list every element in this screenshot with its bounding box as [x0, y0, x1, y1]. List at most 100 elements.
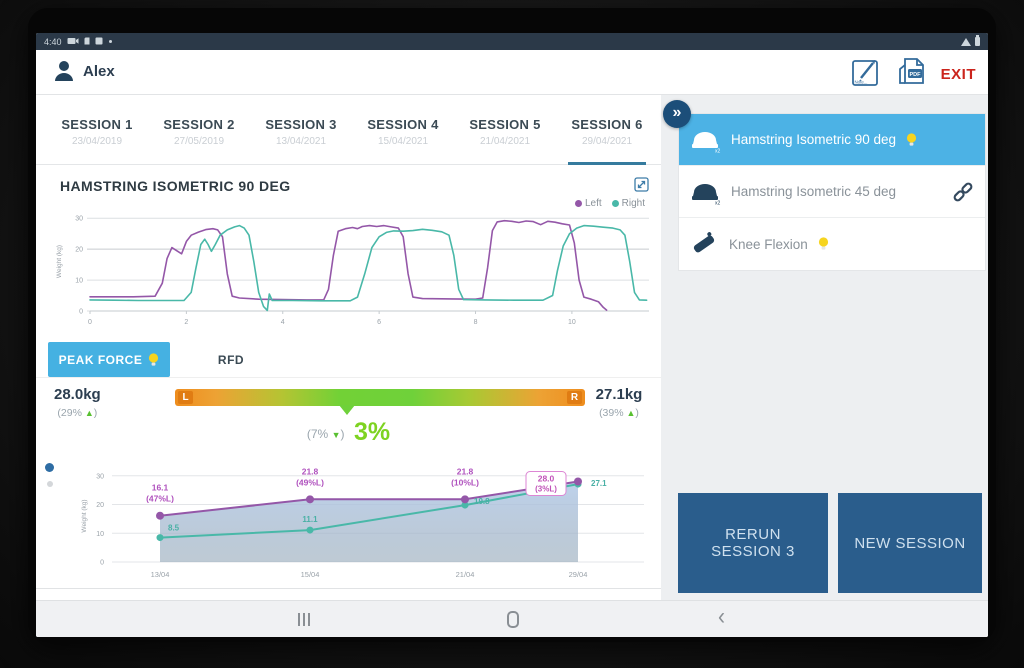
app-screen: 4:40 Alex [36, 33, 988, 637]
carousel-dot[interactable] [47, 481, 53, 487]
exit-button[interactable]: EXIT [940, 65, 976, 83]
tip-bulb-icon [906, 132, 917, 146]
divider [36, 588, 661, 589]
tab-rfd[interactable]: RFD [170, 342, 292, 377]
session-trace-chart: 0 10 20 30 0 2 4 6 8 10 Weight (kg) [56, 216, 649, 326]
svg-text:(3%L): (3%L) [535, 485, 557, 494]
sd-card-icon [84, 37, 90, 47]
svg-text:11.1: 11.1 [302, 515, 318, 524]
status-bar: 4:40 [36, 33, 988, 50]
svg-text:21.8: 21.8 [457, 466, 474, 476]
metric-tabs: PEAK FORCE RFD [36, 342, 661, 378]
left-right-balance-bar: L R [175, 389, 585, 406]
up-arrow-icon: ▲ [626, 408, 636, 418]
tablet-frame: 4:40 Alex [28, 8, 996, 642]
svg-text:21/04: 21/04 [456, 570, 475, 579]
svg-text:19.8: 19.8 [474, 497, 490, 506]
svg-text:10: 10 [75, 278, 83, 285]
dynamometer-icon: x2 [692, 131, 721, 153]
exercise-item-hamstring-90[interactable]: x2 Hamstring Isometric 90 deg [679, 114, 985, 166]
tip-bulb-icon [818, 237, 828, 250]
screenshot-icon [95, 37, 103, 47]
svg-text:30: 30 [96, 473, 104, 480]
user-name: Alex [83, 62, 115, 80]
svg-text:Weight (kg): Weight (kg) [56, 245, 63, 278]
svg-text:10: 10 [96, 531, 104, 538]
dynamometer-icon: x2 [692, 183, 721, 205]
carousel-dots[interactable] [45, 463, 54, 487]
screen-record-icon [67, 37, 79, 47]
tab-session-6[interactable]: SESSION 6 29/04/2021 [556, 105, 658, 165]
main-content: SESSION 1 23/04/2019 SESSION 2 27/05/201… [36, 95, 661, 600]
tab-session-3[interactable]: SESSION 3 13/04/2021 [265, 117, 337, 147]
svg-text:(49%L): (49%L) [296, 477, 324, 487]
pdf-badge: PDF [909, 72, 921, 78]
tab-session-2[interactable]: SESSION 2 27/05/2019 [163, 117, 235, 147]
left-legend-dot-icon [574, 200, 582, 207]
export-pdf-button[interactable]: PDF [896, 55, 929, 93]
user-profile[interactable]: Alex [54, 60, 115, 82]
exercise-list: x2 Hamstring Isometric 90 deg x2 Hamstri… [678, 113, 986, 271]
asymmetry-value: (7% ▼) 3% [306, 418, 391, 446]
tab-session-5[interactable]: SESSION 5 21/04/2021 [469, 117, 541, 147]
home-button[interactable] [507, 611, 519, 628]
recents-button[interactable] [298, 613, 310, 626]
left-peak-value: 28.0kg (29% ▲) [54, 386, 101, 419]
exercise-item-hamstring-45[interactable]: x2 Hamstring Isometric 45 deg [679, 166, 985, 218]
up-arrow-icon: ▲ [84, 408, 94, 418]
svg-text:28.0: 28.0 [538, 474, 555, 484]
session-tabs: SESSION 1 23/04/2019 SESSION 2 27/05/201… [36, 105, 661, 165]
svg-text:(47%L): (47%L) [146, 494, 174, 504]
notification-dot-icon [108, 40, 112, 43]
svg-text:0: 0 [100, 560, 104, 567]
tab-session-1[interactable]: SESSION 1 23/04/2019 [61, 117, 133, 147]
chart-title: HAMSTRING ISOMETRIC 90 DEG [60, 178, 291, 194]
svg-text:8.5: 8.5 [168, 524, 180, 533]
down-arrow-icon: ▼ [331, 430, 341, 440]
wifi-icon [961, 37, 971, 46]
svg-text:8: 8 [474, 319, 478, 326]
svg-text:0: 0 [79, 309, 83, 316]
exercise-item-knee-flexion[interactable]: Knee Flexion [679, 218, 985, 270]
svg-text:x2: x2 [715, 200, 721, 205]
svg-text:16.1: 16.1 [152, 483, 169, 493]
svg-text:15/04: 15/04 [301, 570, 320, 579]
legend-right-label: Right [621, 198, 645, 209]
svg-text:29/04: 29/04 [569, 570, 588, 579]
svg-text:0: 0 [88, 319, 92, 326]
svg-text:27.1: 27.1 [591, 479, 607, 488]
svg-text:6: 6 [377, 319, 381, 326]
expand-chart-button[interactable] [634, 177, 649, 197]
svg-text:Weight (kg): Weight (kg) [81, 499, 88, 532]
legend-left-label: Left [584, 198, 602, 209]
carousel-dot-active[interactable] [45, 463, 54, 472]
battery-icon [975, 35, 980, 46]
exercise-panel: » x2 Hamstring Isometric 90 deg [661, 95, 988, 600]
collapse-panel-button[interactable]: » [663, 100, 691, 128]
svg-text:4: 4 [281, 319, 285, 326]
back-button[interactable]: ‹ [718, 603, 725, 630]
tab-session-4[interactable]: SESSION 4 15/04/2021 [367, 117, 439, 147]
rerun-session-button[interactable]: RERUN SESSION 3 [678, 493, 828, 593]
svg-text:2: 2 [184, 319, 188, 326]
svg-text:10: 10 [568, 319, 576, 326]
note-button[interactable]: Note... [851, 55, 884, 93]
svg-text:(10%L): (10%L) [451, 477, 479, 487]
new-session-button[interactable]: NEW SESSION [838, 493, 982, 593]
svg-text:x2: x2 [715, 148, 721, 153]
app-header: Alex Note... [36, 50, 988, 95]
svg-text:20: 20 [75, 247, 83, 254]
right-legend-dot-icon [611, 200, 619, 207]
right-peak-value: 27.1kg (39% ▲) [595, 386, 643, 419]
svg-text:20: 20 [96, 502, 104, 509]
bar-left-letter: L [178, 391, 193, 404]
user-icon [55, 61, 73, 81]
tip-bulb-icon [149, 352, 159, 366]
status-time: 4:40 [44, 36, 62, 47]
tab-peak-force[interactable]: PEAK FORCE [48, 342, 170, 377]
chart-legend: Left Right [574, 198, 645, 209]
link-icon [953, 182, 973, 201]
svg-text:30: 30 [75, 216, 83, 223]
double-chevron-icon: » [672, 104, 682, 121]
